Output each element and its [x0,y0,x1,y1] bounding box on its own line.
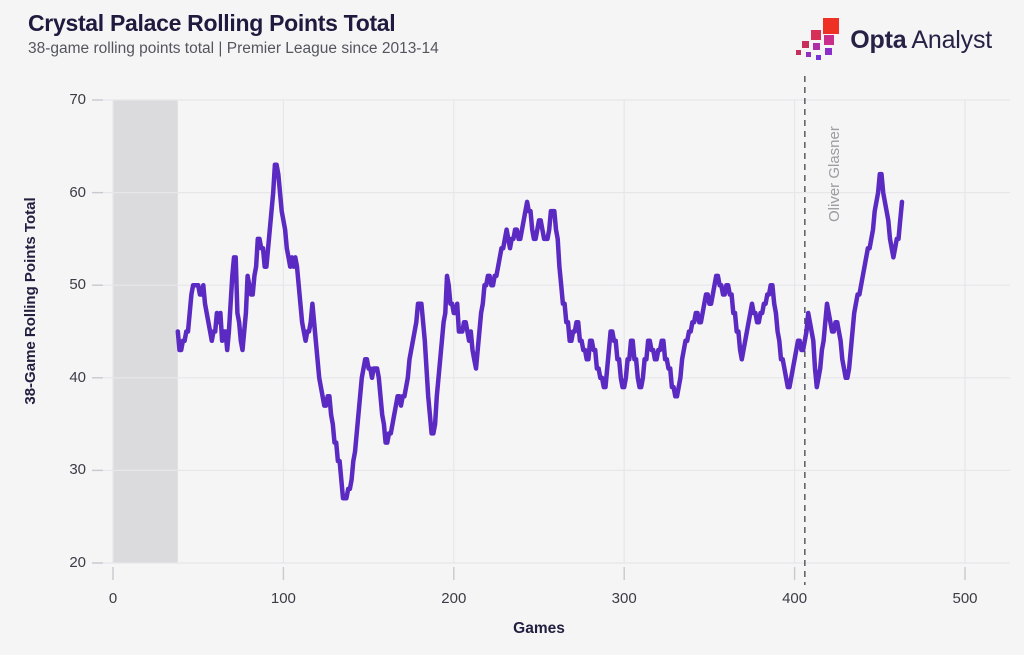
x-axis-label: Games [513,620,565,637]
logo-square [796,50,802,55]
logo-text: Opta Analyst [850,26,992,55]
y-tick-label: 20 [69,554,86,571]
chart-title: Crystal Palace Rolling Points Total [28,10,396,36]
opta-logo-icon [795,17,841,63]
x-tick-label: 100 [270,590,296,607]
logo-square [811,30,822,40]
y-tick-label: 40 [69,368,86,386]
logo-square [825,48,833,55]
logo-square [823,18,840,34]
logo-text-opta: Opta [850,25,907,54]
x-tick-label: 0 [108,590,118,607]
x-tick-label: 200 [441,590,467,607]
logo-square [802,41,810,48]
logo-square [813,43,821,50]
x-tick-label: 300 [611,590,637,607]
logo-square [824,35,835,45]
logo-text-analyst: Analyst [911,25,992,54]
x-tick-label: 400 [782,590,808,607]
annotation-label-oliver-glasner: Oliver Glasner [825,126,843,222]
y-axis-label: 38-Game Rolling Points Total [22,197,39,405]
rolling-points-line [175,162,905,501]
y-tick-label: 70 [69,91,86,108]
y-tick-label: 60 [69,183,86,201]
opta-analyst-logo: Opta Analyst [795,16,992,64]
logo-square [816,55,822,60]
y-tick-label: 50 [69,276,86,294]
chart-subtitle: 38-game rolling points total | Premier L… [28,40,439,57]
logo-square [806,52,812,57]
x-tick-label: 500 [952,590,978,607]
incomplete-window-band [113,100,178,563]
y-tick-label: 30 [69,461,86,479]
